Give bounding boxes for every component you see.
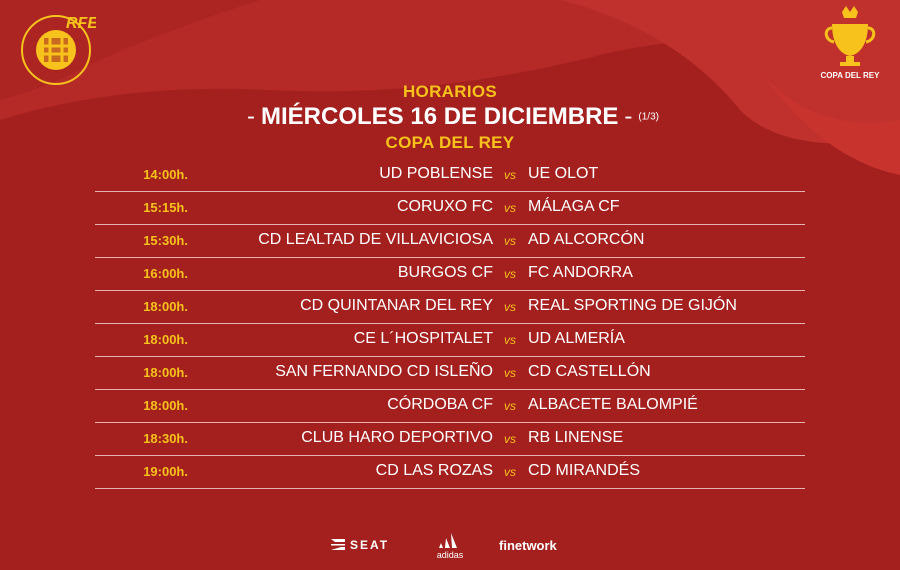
title-dash-left: - (247, 103, 256, 130)
vs-label: vs (504, 333, 516, 347)
match-time: 16:00h. (143, 266, 188, 281)
adidas-logo-text: adidas (436, 550, 464, 560)
home-team: CORUXO FC (397, 198, 493, 215)
match-row: 18:30h. CLUB HARO DEPORTIVO vs RB LINENS… (95, 423, 805, 456)
away-team: FC ANDORRA (528, 264, 633, 281)
home-team: CD LAS ROZAS (375, 462, 493, 479)
rfef-logo: RFEF (21, 15, 96, 85)
match-row: 14:00h. UD POBLENSE vs UE OLOT (95, 159, 805, 192)
vs-label: vs (504, 399, 516, 413)
home-team: CD QUINTANAR DEL REY (300, 297, 493, 314)
match-time: 18:00h. (143, 398, 188, 413)
match-schedule-table: 14:00h. UD POBLENSE vs UE OLOT 15:15h. C… (95, 159, 805, 489)
home-team: CE L´HOSPITALET (353, 330, 493, 347)
vs-label: vs (504, 267, 516, 281)
page-title: - MIÉRCOLES 16 DE DICIEMBRE - (1/3) (0, 102, 900, 133)
vs-label: vs (504, 300, 516, 314)
header: HORARIOS - MIÉRCOLES 16 DE DICIEMBRE - (1/3… (0, 82, 900, 153)
vs-label: vs (504, 432, 516, 446)
finetwork-logo: finetwork (499, 538, 557, 553)
away-team: RB LINENSE (528, 429, 624, 446)
away-team: UE OLOT (528, 165, 599, 182)
match-time: 18:30h. (143, 431, 188, 446)
match-row: 15:15h. CORUXO FC vs MÁLAGA CF (95, 192, 805, 225)
title-date: MIÉRCOLES 16 DE DICIEMBRE (261, 103, 619, 130)
home-team: CÓRDOBA CF (387, 396, 493, 413)
title-dash-right: - (624, 103, 633, 130)
away-team: CD MIRANDÉS (528, 462, 641, 479)
vs-label: vs (504, 168, 516, 182)
seat-logo-text: SEAT (350, 537, 390, 552)
adidas-logo: adidas (430, 532, 470, 560)
vs-label: vs (504, 201, 516, 215)
sponsor-bar: SEAT adidas finetwork (0, 532, 900, 562)
match-row: 15:30h. CD LEALTAD DE VILLAVICIOSA vs AD… (95, 225, 805, 258)
match-row: 18:00h. SAN FERNANDO CD ISLEÑO vs CD CAS… (95, 357, 805, 390)
match-time: 19:00h. (143, 464, 188, 479)
match-time: 18:00h. (143, 365, 188, 380)
home-team: CD LEALTAD DE VILLAVICIOSA (258, 231, 493, 248)
vs-label: vs (504, 234, 516, 248)
home-team: CLUB HARO DEPORTIVO (301, 429, 493, 446)
match-time: 14:00h. (143, 167, 188, 182)
home-team: SAN FERNANDO CD ISLEÑO (275, 363, 493, 380)
vs-label: vs (504, 465, 516, 479)
match-row: 18:00h. CD QUINTANAR DEL REY vs REAL SPO… (95, 291, 805, 324)
away-team: UD ALMERÍA (528, 330, 625, 347)
page-indicator: (1/3) (638, 111, 659, 123)
match-row: 16:00h. BURGOS CF vs FC ANDORRA (95, 258, 805, 291)
copa-logo-text: COPA DEL REY (821, 71, 881, 80)
match-row: 18:00h. CE L´HOSPITALET vs UD ALMERÍA (95, 324, 805, 357)
seat-logo: SEAT (330, 536, 389, 554)
copa-del-rey-logo: COPA DEL REY (821, 6, 881, 80)
away-team: ALBACETE BALOMPIÉ (528, 396, 698, 413)
match-time: 18:00h. (143, 332, 188, 347)
away-team: REAL SPORTING DE GIJÓN (528, 297, 737, 314)
seat-mark-icon (331, 539, 345, 551)
match-row: 18:00h. CÓRDOBA CF vs ALBACETE BALOMPIÉ (95, 390, 805, 423)
match-time: 18:00h. (143, 299, 188, 314)
vs-label: vs (504, 366, 516, 380)
match-time: 15:30h. (143, 233, 188, 248)
away-team: CD CASTELLÓN (528, 363, 651, 380)
away-team: MÁLAGA CF (528, 198, 620, 215)
adidas-stripes-icon (439, 533, 457, 548)
home-team: UD POBLENSE (379, 165, 493, 182)
home-team: BURGOS CF (397, 264, 493, 281)
header-label: HORARIOS (402, 82, 497, 101)
rfef-logo-text: RFEF (66, 15, 96, 32)
match-time: 15:15h. (143, 200, 188, 215)
away-team: AD ALCORCÓN (528, 231, 645, 248)
competition-name: COPA DEL REY (385, 132, 515, 152)
match-row: 19:00h. CD LAS ROZAS vs CD MIRANDÉS (95, 456, 805, 489)
